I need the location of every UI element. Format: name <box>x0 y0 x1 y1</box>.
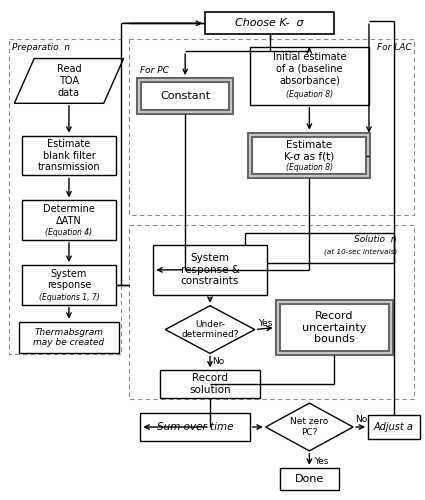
Bar <box>9 39 121 354</box>
Text: Preparatio  n: Preparatio n <box>12 43 71 52</box>
Text: For LAC: For LAC <box>377 43 412 52</box>
Polygon shape <box>266 403 353 451</box>
Bar <box>252 136 366 174</box>
Bar <box>128 39 414 215</box>
Text: Read
TOA
data: Read TOA data <box>57 64 81 98</box>
Bar <box>22 136 116 175</box>
Text: Sum over time: Sum over time <box>157 422 233 432</box>
Text: Choose K-  σ: Choose K- σ <box>235 18 304 28</box>
Bar <box>138 78 233 114</box>
Bar <box>22 200 116 240</box>
Bar <box>368 415 419 439</box>
Text: Record
solution: Record solution <box>189 374 231 395</box>
Bar <box>160 370 260 398</box>
Text: Constant: Constant <box>160 91 210 101</box>
Text: (Equation 8): (Equation 8) <box>286 90 333 99</box>
Text: Done: Done <box>295 474 324 484</box>
Text: (Equation 8): (Equation 8) <box>286 163 333 172</box>
Polygon shape <box>14 58 124 104</box>
Bar <box>248 132 371 178</box>
Text: (Equations 1, 7): (Equations 1, 7) <box>39 293 99 302</box>
Text: No: No <box>355 414 367 424</box>
Text: For PC: For PC <box>141 66 169 75</box>
Text: (at 10-sec intervals): (at 10-sec intervals) <box>323 248 397 254</box>
Bar <box>153 245 267 294</box>
Polygon shape <box>165 306 255 354</box>
Text: Solutio  n: Solutio n <box>354 235 397 244</box>
Text: (Equation 4): (Equation 4) <box>45 228 93 237</box>
Text: Thermabsgram
may be created: Thermabsgram may be created <box>34 328 105 347</box>
Text: Adjust a: Adjust a <box>374 422 414 432</box>
Text: Initial estimate
of a (baseline
absorbance): Initial estimate of a (baseline absorban… <box>272 52 346 85</box>
Bar <box>280 468 339 489</box>
Text: System
response: System response <box>47 269 91 290</box>
Text: No: No <box>212 358 224 366</box>
Text: Determine
ΔATN: Determine ΔATN <box>43 204 95 226</box>
Text: Under-
determined?: Under- determined? <box>181 320 239 340</box>
Text: Yes: Yes <box>258 319 272 328</box>
Bar <box>275 300 393 356</box>
Bar <box>141 413 250 441</box>
Text: Yes: Yes <box>314 457 329 466</box>
Bar <box>19 322 119 354</box>
Text: System
response &
constraints: System response & constraints <box>181 254 239 286</box>
Bar <box>128 225 414 399</box>
Bar <box>142 82 229 110</box>
Text: Net zero
PC?: Net zero PC? <box>290 418 329 436</box>
Bar <box>280 304 389 352</box>
Text: Record
uncertainty
bounds: Record uncertainty bounds <box>302 311 366 344</box>
Bar <box>205 12 334 34</box>
Bar <box>250 47 369 105</box>
Bar <box>245 233 394 263</box>
Text: Estimate
blank filter
transmission: Estimate blank filter transmission <box>38 139 100 172</box>
Bar <box>22 265 116 304</box>
Text: Estimate
K-σ as f(t): Estimate K-σ as f(t) <box>284 140 334 162</box>
